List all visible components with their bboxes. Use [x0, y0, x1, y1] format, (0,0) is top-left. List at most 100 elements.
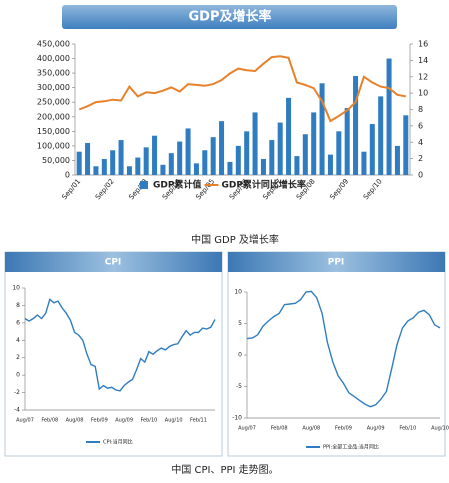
- title-band: [62, 5, 397, 29]
- legend-swatch: [140, 181, 148, 189]
- bar: [361, 151, 367, 175]
- y-tick-label: -10: [232, 415, 242, 422]
- x-tick-label: Aug/10: [431, 426, 449, 432]
- x-tick-label: Feb/10: [140, 418, 157, 424]
- y-tick-label: 450,000: [37, 40, 70, 49]
- y-tick-label: 0: [65, 171, 70, 180]
- bar: [152, 135, 158, 175]
- title-band: [228, 252, 445, 272]
- x-tick-label: Aug/10: [165, 418, 183, 424]
- bar: [319, 83, 325, 175]
- legend-label: GDP累计值: [153, 179, 201, 191]
- line: [78, 55, 406, 123]
- y-tick-label: -2: [14, 389, 20, 396]
- y-tick-label: -5: [236, 383, 242, 390]
- bar: [85, 142, 91, 175]
- caption: 中国 GDP 及增长率: [191, 233, 279, 246]
- panel: [4, 251, 223, 457]
- bar: [126, 166, 132, 175]
- bar: [93, 166, 99, 175]
- bar: [378, 96, 384, 175]
- x-tick-label: Aug/09: [367, 426, 385, 432]
- x-tick-label: Feb/08: [41, 418, 58, 424]
- y2-tick-label: 14: [418, 56, 428, 65]
- y-tick-label: 50,000: [42, 156, 70, 165]
- x-tick-label: Aug/08: [302, 426, 320, 432]
- bar: [403, 115, 409, 175]
- y-tick-label: 150,000: [37, 127, 70, 136]
- y2-tick-label: 6: [418, 121, 423, 130]
- x-tick-label: Feb/08: [271, 426, 288, 432]
- y-tick-label: 300,000: [37, 83, 70, 92]
- bar: [269, 140, 275, 175]
- caption: 中国 CPI、PPI 走势图。: [171, 463, 278, 476]
- x-tick-label: Sep/10: [362, 177, 384, 201]
- bar: [294, 156, 300, 175]
- y-tick-label: 0: [16, 372, 20, 379]
- y-tick-label: 350,000: [37, 69, 70, 78]
- bar: [369, 124, 375, 175]
- y-tick-label: 5: [238, 320, 242, 327]
- legend-label: PPI:全部工业品:当月同比: [323, 444, 379, 451]
- bar: [386, 58, 392, 175]
- title-band: [5, 252, 222, 272]
- bar: [193, 163, 199, 175]
- y-tick-label: 0: [238, 352, 242, 359]
- y-tick-label: 100,000: [37, 141, 70, 150]
- bar: [344, 108, 350, 175]
- y2-tick-label: 8: [418, 105, 423, 114]
- bar: [101, 158, 107, 175]
- line: [246, 290, 441, 408]
- bar: [311, 112, 317, 175]
- bar: [244, 131, 250, 175]
- bar: [252, 112, 258, 175]
- bar: [76, 151, 82, 175]
- y2-tick-label: 4: [418, 138, 423, 147]
- bar: [286, 97, 292, 175]
- y-tick-label: 200,000: [37, 112, 70, 121]
- x-tick-label: Sep/09: [328, 177, 350, 201]
- y2-tick-label: 0: [418, 171, 423, 180]
- bar: [336, 131, 342, 175]
- x-tick-label: Sep/02: [94, 177, 116, 201]
- bar: [327, 154, 333, 175]
- bar: [143, 147, 149, 175]
- x-tick-label: Aug/07: [238, 426, 256, 432]
- y-tick-label: 400,000: [37, 54, 70, 63]
- legend-label: CPI:当月同比: [103, 439, 133, 446]
- y-tick-label: 10: [234, 289, 242, 296]
- line: [24, 298, 216, 392]
- x-tick-label: Feb/09: [335, 426, 352, 432]
- bar: [353, 76, 359, 175]
- bar: [110, 150, 116, 175]
- x-tick-label: Sep/01: [60, 177, 82, 201]
- y-tick-label: 8: [16, 302, 20, 309]
- bar: [202, 150, 208, 175]
- x-tick-label: Feb/09: [91, 418, 108, 424]
- bar: [219, 121, 225, 175]
- bar: [210, 137, 216, 175]
- bar: [302, 134, 308, 175]
- x-tick-label: Aug/09: [115, 418, 133, 424]
- bar: [185, 128, 191, 175]
- y-tick-label: 6: [16, 319, 20, 326]
- bar: [168, 153, 174, 175]
- y2-tick-label: 10: [418, 89, 428, 98]
- y2-tick-label: 16: [418, 40, 428, 49]
- y2-tick-label: 2: [418, 154, 423, 163]
- bar: [394, 145, 400, 175]
- y-tick-label: 250,000: [37, 98, 70, 107]
- chart-title: GDP及增长率: [189, 9, 272, 25]
- y-tick-label: -4: [14, 407, 20, 414]
- chart-title: PPI: [328, 258, 345, 268]
- y-tick-label: 2: [16, 354, 20, 361]
- bar: [260, 158, 266, 175]
- bar: [135, 157, 141, 175]
- bar: [235, 145, 241, 175]
- x-tick-label: Aug/08: [66, 418, 84, 424]
- bar: [177, 141, 183, 175]
- bar: [160, 164, 166, 175]
- x-tick-label: Feb/11: [190, 418, 207, 424]
- x-tick-label: Feb/10: [399, 426, 416, 432]
- bar: [227, 161, 233, 175]
